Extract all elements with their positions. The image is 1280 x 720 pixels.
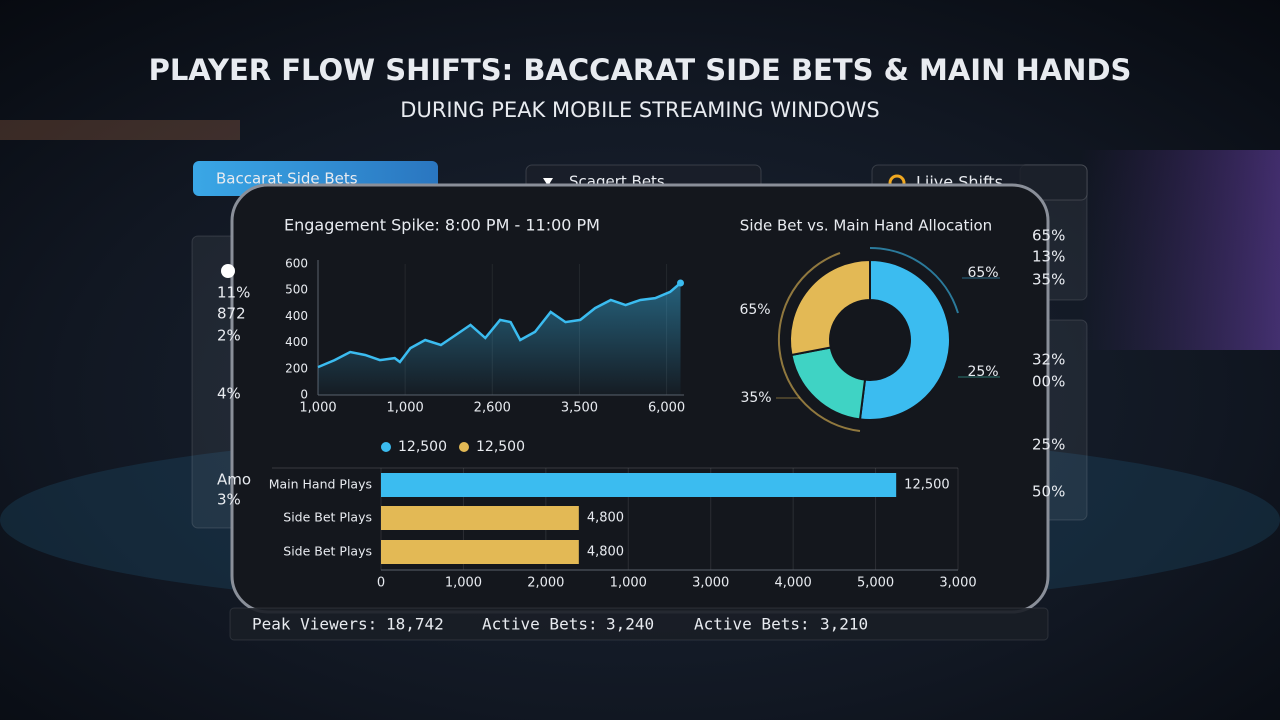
x-tick-label: 1,000 <box>445 576 482 591</box>
panel-value: 4% <box>217 385 241 403</box>
footer-value: 3,240 <box>606 615 654 634</box>
title: PLAYER FLOW SHIFTS: BACCARAT SIDE BETS &… <box>149 53 1132 87</box>
panel-value: 50% <box>1032 483 1065 501</box>
y-tick-label: Side Bet Plays <box>283 510 372 525</box>
footer-bar <box>229 607 1049 641</box>
footer-value: 3,210 <box>820 615 868 634</box>
panel-dot <box>221 264 235 278</box>
legend-label: 12,500 <box>398 439 447 455</box>
footer-label: Active Bets: <box>694 615 810 634</box>
x-tick-label: 6,000 <box>648 401 685 416</box>
chart-title: Engagement Spike: 8:00 PM - 11:00 PM <box>284 216 600 235</box>
x-tick-label: 0 <box>377 576 385 591</box>
donut-slice <box>858 258 951 421</box>
data-label: 35% <box>740 390 771 406</box>
x-tick-label: 3,000 <box>939 576 976 591</box>
legend-swatch <box>381 442 391 452</box>
panel-value: 13% <box>1032 248 1065 266</box>
line <box>317 282 682 369</box>
decor-arc <box>777 252 861 432</box>
annotation: 65% <box>739 302 770 318</box>
x-tick-label: 3,000 <box>692 576 729 591</box>
chart-title: Side Bet vs. Main Hand Allocation <box>740 217 992 235</box>
x-tick-label: 1,000 <box>610 576 647 591</box>
subtitle: DURING PEAK MOBILE STREAMING WINDOWS <box>400 98 879 122</box>
panel-value: Amo <box>217 471 251 489</box>
y-tick-label: 400 <box>285 335 308 349</box>
panel-value: 2% <box>217 327 241 345</box>
data-label: 4,800 <box>587 545 624 560</box>
x-tick-label: 5,000 <box>857 576 894 591</box>
panel-value: 32% <box>1032 351 1065 369</box>
legend-label: 12,500 <box>476 439 525 455</box>
bar <box>381 506 579 530</box>
x-tick-label: 1,000 <box>387 401 424 416</box>
y-tick-label: 0 <box>300 388 308 402</box>
ceiling-light <box>0 120 240 140</box>
end-point <box>677 279 685 287</box>
decor-arc <box>869 247 959 314</box>
x-tick-label: 2,000 <box>527 576 564 591</box>
panel-value: 872 <box>217 305 246 323</box>
y-tick-label: Main Hand Plays <box>269 477 372 492</box>
panel-value: 3% <box>217 491 241 509</box>
line-area <box>318 283 681 395</box>
legend-swatch <box>459 442 469 452</box>
footer-label: Peak Viewers: <box>252 615 377 634</box>
data-label: 4,800 <box>587 511 624 526</box>
bar <box>381 473 897 497</box>
data-label: 25% <box>967 364 998 380</box>
data-label: 65% <box>967 265 998 281</box>
footer-value: 18,742 <box>386 615 444 634</box>
x-tick-label: 2,600 <box>474 401 511 416</box>
y-tick-label: 200 <box>285 361 308 375</box>
panel-value: 00% <box>1032 373 1065 391</box>
footer-label: Active Bets: <box>482 615 598 634</box>
panel-value: 11% <box>217 284 250 302</box>
tab-label[interactable]: Baccarat Side Bets <box>216 170 358 188</box>
donut-slice <box>789 258 871 357</box>
dropdown-icon <box>543 178 553 186</box>
panel-value: 35% <box>1032 271 1065 289</box>
x-tick-label: 4,000 <box>775 576 812 591</box>
y-tick-label: 600 <box>285 257 308 271</box>
bar <box>381 540 579 564</box>
y-tick-label: Side Bet Plays <box>283 544 372 559</box>
neon-light <box>1080 150 1280 350</box>
y-tick-label: 500 <box>285 283 308 297</box>
data-label: 12,500 <box>904 478 950 493</box>
x-tick-label: 1,000 <box>299 401 336 416</box>
x-tick-label: 3,500 <box>561 401 598 416</box>
panel-value: 25% <box>1032 436 1065 454</box>
y-tick-label: 400 <box>285 309 308 323</box>
panel-value: 65% <box>1032 227 1065 245</box>
